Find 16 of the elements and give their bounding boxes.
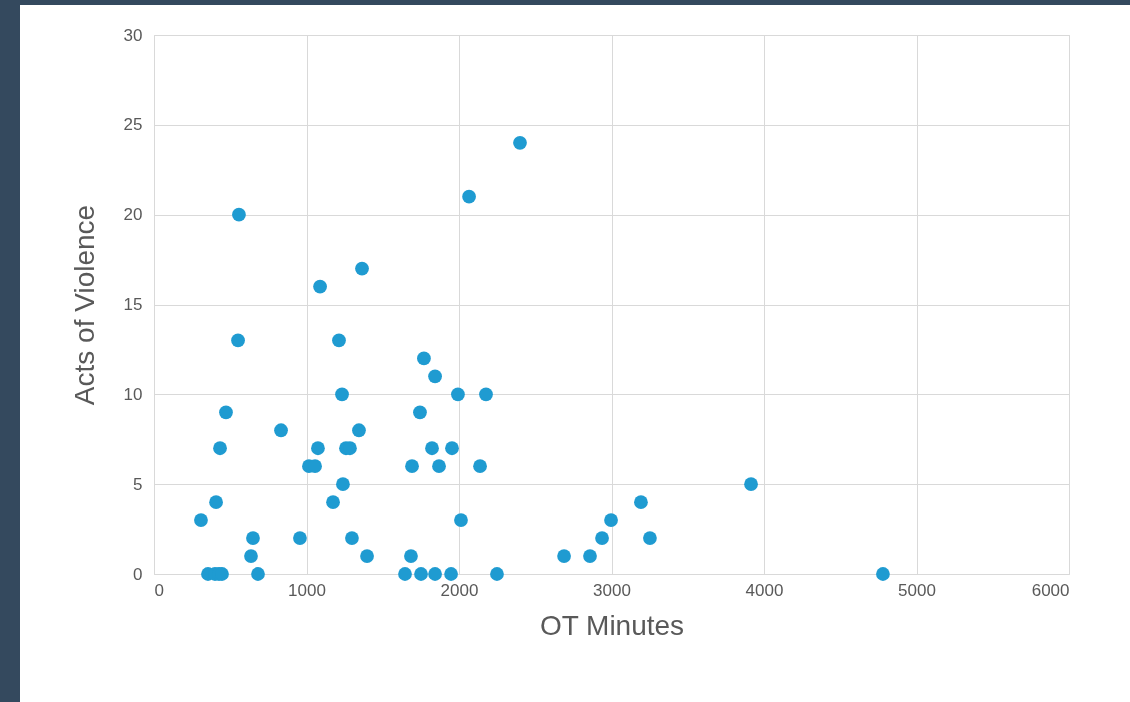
y-tick-label: 0 bbox=[133, 564, 143, 584]
y-tick-label: 30 bbox=[123, 25, 143, 45]
y-tick-label: 5 bbox=[133, 474, 143, 494]
y-tick-label: 25 bbox=[123, 115, 143, 135]
x-tick-label: 3000 bbox=[593, 580, 631, 600]
y-axis-title: Acts of Violence bbox=[68, 204, 100, 406]
y-tick-label: 10 bbox=[123, 384, 143, 404]
x-tick-label: 6000 bbox=[1031, 580, 1070, 600]
y-tick-label: 15 bbox=[123, 295, 143, 314]
y-tick-label: 20 bbox=[123, 205, 143, 225]
x-tick-label: 1000 bbox=[288, 580, 326, 600]
x-tick-label: 4000 bbox=[745, 580, 784, 600]
x-tick-label: 2000 bbox=[440, 580, 479, 600]
x-tick-label: 5000 bbox=[898, 580, 936, 600]
x-axis-title: OT Minutes bbox=[539, 609, 685, 641]
x-tick-label: 0 bbox=[154, 580, 164, 600]
